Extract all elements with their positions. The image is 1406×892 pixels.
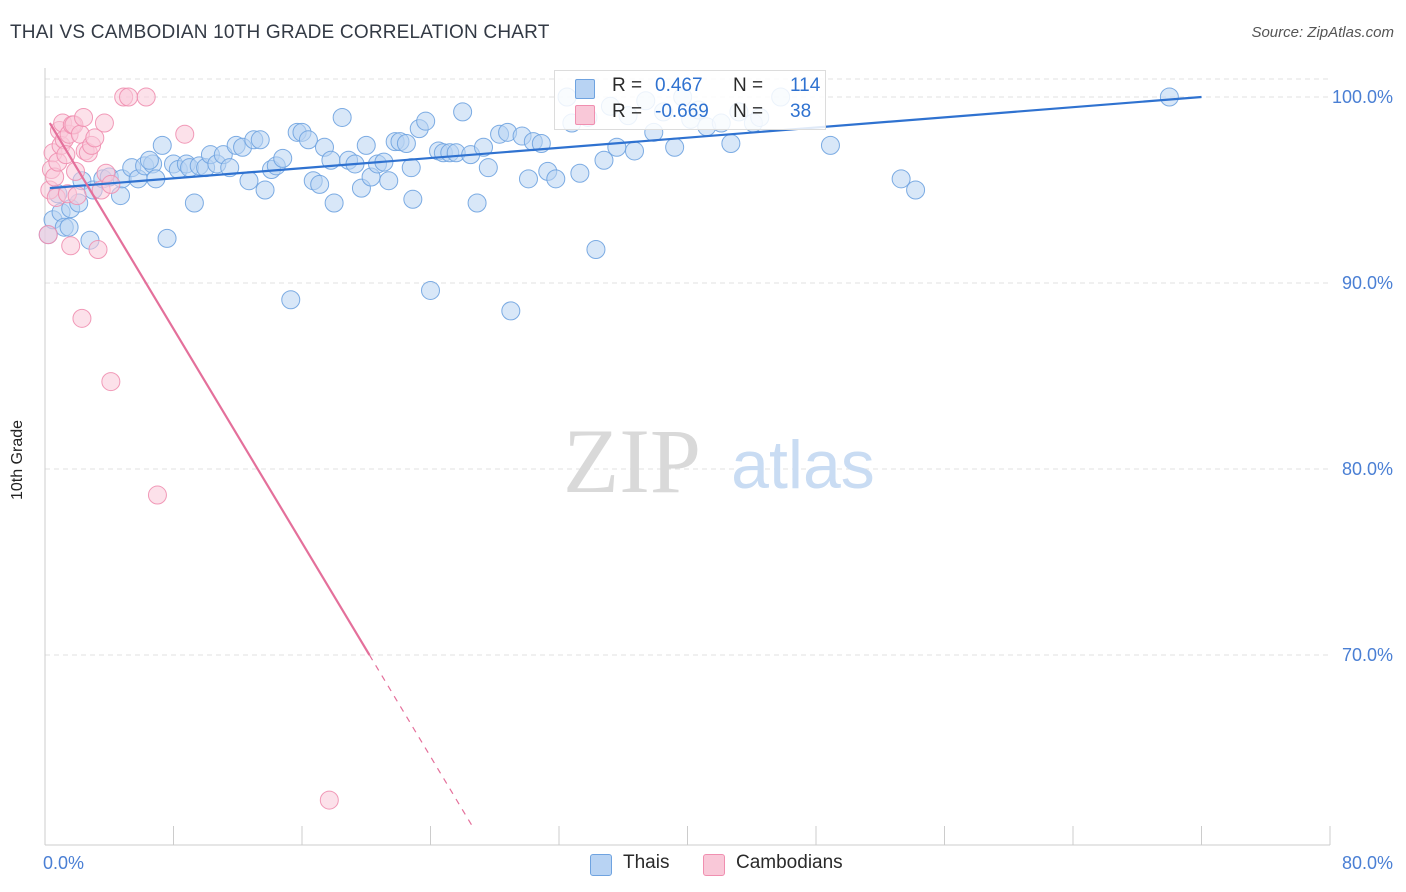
legend-cambodians-r-value: -0.669 [655,101,709,122]
stats-legend: R = 0.467 N = 114 R = -0.669 N = 38 [554,70,826,130]
cambodian-point[interactable] [147,485,167,505]
y-tick-label: 100.0% [1332,87,1393,107]
thai-point[interactable] [570,163,590,183]
trend-lines [48,95,1202,830]
thai-point[interactable] [273,148,293,168]
legend-thais-n-label: N = [733,75,764,96]
legend-thais-r-value: 0.467 [655,75,703,96]
thai-point[interactable] [403,189,423,209]
thai-point[interactable] [478,158,498,178]
thai-point[interactable] [59,217,79,237]
thai-point[interactable] [401,158,421,178]
thai-point[interactable] [324,193,344,213]
cambodian-point[interactable] [319,790,339,810]
thai-point[interactable] [594,150,614,170]
thai-point[interactable] [820,135,840,155]
x-tick-label-min: 0.0% [43,853,84,873]
thai-point[interactable] [586,240,606,260]
thai-point[interactable] [467,193,487,213]
cambodian-point[interactable] [67,186,87,206]
thai-point[interactable] [518,169,538,189]
watermark-zip: ZIP [563,410,701,512]
legend-thais-r-label: R = [612,75,643,96]
thai-point[interactable] [421,280,440,300]
thai-point[interactable] [250,130,270,150]
legend-cambodians-r-label: R = [612,101,643,122]
cambodian-point[interactable] [38,225,58,245]
thais-trend-line [49,95,1202,190]
watermark: ZIP atlas [563,410,875,512]
cambodian-point[interactable] [175,124,195,144]
cambodian-point[interactable] [61,236,81,256]
cambodian-point[interactable] [101,372,121,392]
thai-point[interactable] [220,158,240,178]
thai-point[interactable] [1159,87,1179,107]
thai-point[interactable] [298,130,318,150]
thai-point[interactable] [239,171,259,191]
thai-point[interactable] [184,193,204,213]
legend-cambodians-n-label: N = [733,101,764,122]
thai-point[interactable] [310,174,330,194]
bottom-legend-swatch-cambodians [703,854,725,876]
cambodians-trend-extension [368,654,475,830]
y-tick-label: 90.0% [1342,273,1393,293]
thai-point[interactable] [379,171,399,191]
cambodian-point[interactable] [85,128,105,148]
thai-point[interactable] [906,180,926,200]
thai-point[interactable] [891,169,911,189]
cambodian-point[interactable] [136,87,156,107]
thai-point[interactable] [453,102,473,122]
cambodian-point[interactable] [119,87,139,107]
bottom-legend-label-cambodians: Cambodians [736,852,843,873]
thai-point[interactable] [157,228,177,248]
thai-point[interactable] [139,150,159,170]
legend-thais-n-value: 114 [790,75,821,96]
bottom-legend-swatch-thais [590,854,612,876]
tick-labels: 100.0% 90.0% 80.0% 70.0% 0.0% 80.0% [43,87,1393,873]
thai-point[interactable] [501,301,521,321]
cambodian-point[interactable] [88,240,108,260]
legend-cambodians-n-value: 38 [790,101,812,122]
cambodians-trend-line [48,122,371,656]
cambodian-point[interactable] [94,113,114,133]
legend-swatch-cambodians [575,105,595,125]
thai-point[interactable] [396,134,416,153]
thai-point[interactable] [332,107,352,127]
chart-title: THAI VS CAMBODIAN 10TH GRADE CORRELATION… [10,22,550,43]
watermark-atlas: atlas [731,427,875,503]
thai-point[interactable] [474,137,494,157]
thai-point[interactable] [416,111,436,131]
y-tick-label: 80.0% [1342,459,1393,479]
cambodian-point[interactable] [66,161,86,181]
thai-point[interactable] [624,141,644,161]
thai-point[interactable] [546,169,566,189]
y-tick-label: 70.0% [1342,645,1393,665]
thai-point[interactable] [607,137,627,157]
thai-point[interactable] [721,134,741,153]
thai-point[interactable] [356,135,376,155]
thai-point[interactable] [665,137,685,157]
thai-point[interactable] [281,290,301,310]
x-tick-label-max: 80.0% [1342,853,1393,873]
cambodian-point[interactable] [72,308,92,328]
source-label: Source: ZipAtlas.com [1251,24,1394,41]
cambodian-point[interactable] [74,107,94,127]
thai-point[interactable] [255,180,275,200]
thai-point[interactable] [152,135,172,155]
bottom-legend-label-thais: Thais [623,852,670,873]
legend-swatch-thais [575,79,595,99]
